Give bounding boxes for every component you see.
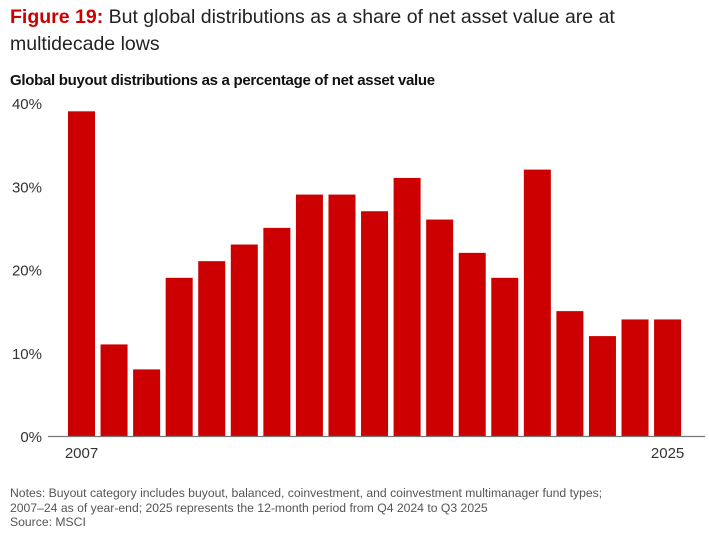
bar-chart: 0% 10% 20% 30% 40% 2007 2025 xyxy=(12,96,705,462)
bar-2016 xyxy=(361,211,389,436)
bar-2025 xyxy=(654,319,682,436)
bar-2013 xyxy=(263,227,291,436)
source-line: Source: MSCI xyxy=(10,515,86,529)
bar-2014 xyxy=(295,194,323,436)
bar-2010 xyxy=(165,277,193,436)
bar-2020 xyxy=(491,277,519,436)
bar-2021 xyxy=(523,169,551,436)
bar-2009 xyxy=(133,369,161,436)
y-tick-label: 30% xyxy=(12,179,42,196)
bar-2022 xyxy=(556,311,584,436)
bar-2008 xyxy=(100,344,128,436)
chart-title: Global buyout distributions as a percent… xyxy=(10,72,435,89)
bar-2018 xyxy=(426,219,454,436)
notes-line-2: 2007–24 as of year-end; 2025 represents … xyxy=(10,500,488,515)
y-tick-label: 0% xyxy=(20,429,42,446)
bar-2015 xyxy=(328,194,356,436)
bar-2011 xyxy=(198,261,226,436)
figure-number: Figure 19: xyxy=(10,6,104,28)
notes-line-1: Notes: Buyout category includes buyout, … xyxy=(10,486,603,500)
bar-2024 xyxy=(621,319,649,436)
chart-notes: Notes: Buyout category includes buyout, … xyxy=(10,486,709,530)
bar-2007 xyxy=(68,111,95,436)
figure-title: Figure 19: But global distributions as a… xyxy=(10,4,700,58)
x-tick-label: 2025 xyxy=(651,445,684,462)
bar-2023 xyxy=(588,336,616,436)
bar-2019 xyxy=(458,252,486,436)
y-tick-label: 20% xyxy=(12,263,42,280)
y-tick-label: 10% xyxy=(12,346,42,363)
y-tick-label: 40% xyxy=(12,96,42,113)
x-tick-label: 2007 xyxy=(65,445,98,462)
bar-2017 xyxy=(393,177,421,437)
bar-2012 xyxy=(230,244,258,436)
figure-title-text: But global distributions as a share of n… xyxy=(10,6,615,55)
